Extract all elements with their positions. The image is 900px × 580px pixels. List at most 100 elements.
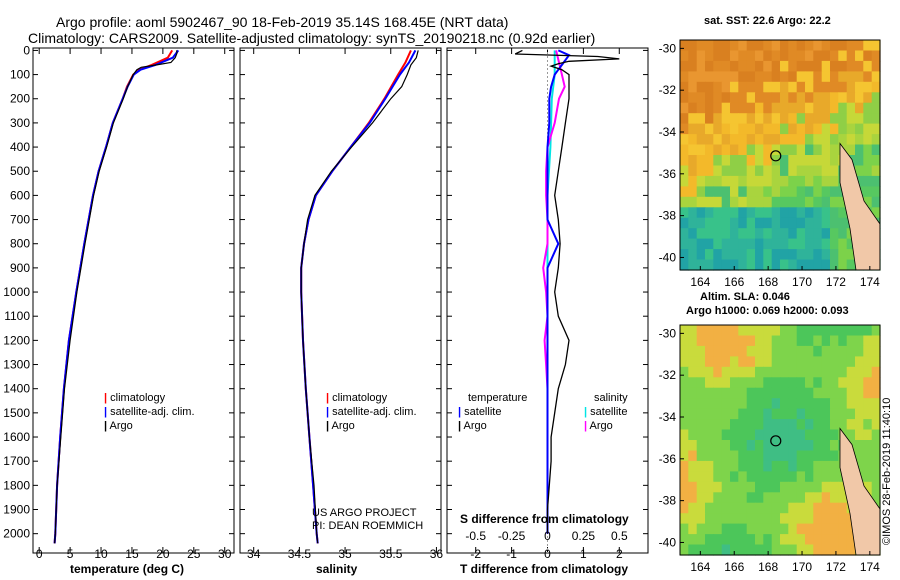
temp-satellite-line	[53, 49, 180, 544]
sst-map-cell	[771, 186, 781, 198]
sla-map-cell	[763, 325, 773, 337]
sla-map-cell	[680, 377, 689, 389]
sla-map-cell	[821, 440, 831, 452]
sla-map-cell	[821, 450, 831, 462]
sla-map-cell	[721, 492, 731, 504]
s-legend-satellite: satellite	[590, 406, 628, 418]
sst-map-cell	[780, 40, 789, 52]
sst-map-cell	[821, 92, 831, 104]
sst-map-cell	[846, 102, 856, 114]
sla-map-cell	[680, 481, 689, 493]
sst-map-cell	[788, 238, 798, 250]
sst-map-cell	[813, 165, 823, 177]
sla-map-cell	[780, 429, 789, 441]
sla-map-cell	[780, 440, 789, 452]
sla-map-cell	[771, 471, 781, 483]
sla-map-cell	[871, 450, 881, 462]
sla-map-cell	[813, 325, 823, 337]
sla-map-cell	[838, 419, 848, 431]
sla-map-cell	[755, 377, 764, 389]
sla-map-cell	[688, 419, 698, 431]
sla-map-cell	[838, 502, 848, 514]
sla-map-cell	[755, 366, 764, 378]
sst-lon-label: 164	[690, 275, 710, 289]
legend-argo: Argo	[331, 420, 355, 432]
sst-map-cell	[813, 81, 823, 93]
sst-map-cell	[721, 186, 731, 198]
sst-map-cell	[680, 81, 689, 93]
sst-map-cell	[813, 50, 823, 62]
sst-map-cell	[771, 71, 781, 83]
sst-map-cell	[688, 92, 698, 104]
sst-map-cell	[713, 165, 723, 177]
sst-map-cell	[788, 186, 798, 198]
sst-map-cell	[696, 238, 706, 250]
sla-map-cell	[730, 481, 739, 493]
temperature-xtick-label: 0	[36, 547, 43, 561]
sst-map-cell	[705, 71, 714, 83]
sla-map-cell	[821, 325, 831, 337]
sst-map-cell	[838, 92, 848, 104]
sst-map-cell	[821, 228, 831, 240]
sla-map-cell	[780, 523, 789, 535]
sst-map-cell	[855, 175, 864, 187]
sla-map-cell	[855, 440, 864, 452]
imos-timestamp: ©IMOS 28-Feb-2019 11:40:10	[881, 397, 893, 545]
sla-map-cell	[838, 481, 848, 493]
sst-map-cell	[713, 50, 723, 62]
sla-map-cell	[838, 408, 848, 420]
sla-map-cell	[830, 502, 839, 514]
difference-xtick-label: -2	[470, 547, 481, 561]
sst-map-cell	[696, 217, 706, 229]
sst-map-cell	[721, 217, 731, 229]
sla-map-cell	[721, 502, 731, 514]
sst-map-cell	[813, 113, 823, 125]
sdiff-xtick-label: -0.5	[465, 529, 486, 543]
sla-map-cell	[796, 471, 806, 483]
sla-map-cell	[738, 492, 748, 504]
sla-map-cell	[863, 325, 873, 337]
sla-map-cell	[755, 534, 764, 546]
sst-map-cell	[863, 81, 873, 93]
sst-map-cell	[763, 60, 773, 72]
sla-map-cell	[721, 419, 731, 431]
sla-map-cell	[730, 513, 739, 525]
sst-map-cell	[696, 50, 706, 62]
sst-map-cell	[846, 144, 856, 156]
legend-satellite-mark: |	[104, 406, 108, 418]
sla-map-cell	[696, 523, 706, 535]
sla-map-cell	[771, 335, 781, 347]
sla-map-cell	[771, 398, 781, 410]
sla-map-cell	[688, 398, 698, 410]
sst-map-cell	[763, 134, 773, 146]
sst-map-cell	[680, 228, 689, 240]
sla-map-cell	[688, 387, 698, 399]
t-legend-argo: Argo	[463, 420, 487, 432]
sla-map-cell	[846, 335, 856, 347]
sla-map-cell	[871, 377, 881, 389]
credit-line-1: US ARGO PROJECT	[312, 507, 417, 519]
sla-map-cell	[705, 481, 714, 493]
sst-map-cell	[780, 134, 789, 146]
sla-map-cell	[730, 450, 739, 462]
sla-float-marker	[770, 435, 782, 447]
sst-map-cell	[780, 102, 789, 114]
sla-map-cell	[730, 544, 739, 556]
sla-map-cell	[680, 345, 689, 357]
temperature-xtick-label: 15	[125, 547, 139, 561]
sla-map-cell	[680, 502, 689, 514]
sst-map-cell	[730, 134, 739, 146]
sla-map-cell	[721, 325, 731, 337]
sst-map-cell	[780, 50, 789, 62]
sla-map-cell	[771, 325, 781, 337]
sla-map-cell	[755, 335, 764, 347]
salinity-panel-frame	[239, 47, 442, 554]
sla-map-title-2: Argo h1000: 0.069 h2000: 0.093	[686, 305, 849, 317]
sla-map-cell	[805, 398, 814, 410]
sla-map-cell	[813, 481, 823, 493]
sla-map-cell	[746, 440, 756, 452]
sla-map-cell	[721, 429, 731, 441]
sst-map-cell	[796, 217, 806, 229]
sst-map-cell	[830, 196, 839, 208]
sst-map-cell	[705, 207, 714, 219]
